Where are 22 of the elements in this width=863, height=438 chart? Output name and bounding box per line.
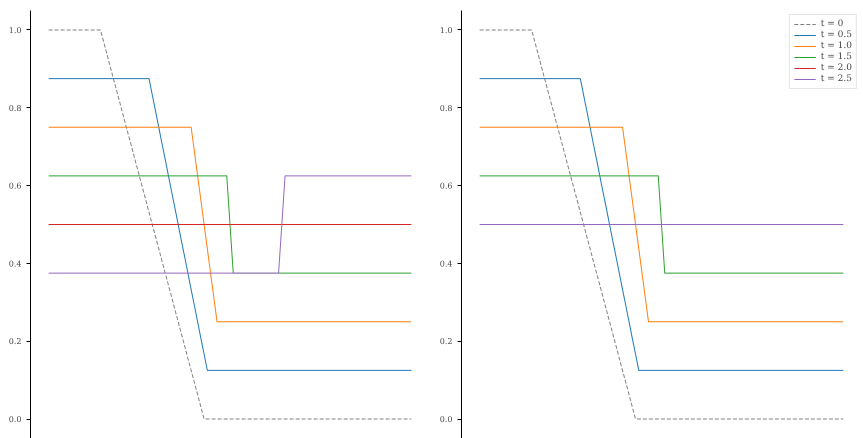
y-tick-label: 0.6 xyxy=(8,182,22,191)
y-tick-label: 1.0 xyxy=(8,26,22,35)
legend-label: t = 1.0 xyxy=(820,41,852,51)
line-series xyxy=(479,126,844,322)
y-tick-label: 0.2 xyxy=(440,337,453,346)
legend-label: t = 2.0 xyxy=(820,63,852,73)
y-tick-label: 0.8 xyxy=(8,104,22,113)
y-tick-label: 0.4 xyxy=(440,259,453,268)
y-tick-label: 0.0 xyxy=(440,415,453,424)
line-series xyxy=(48,29,412,420)
y-tick-label: 0.6 xyxy=(440,182,453,191)
legend-label: t = 1.5 xyxy=(820,52,852,62)
legend-label: t = 0.5 xyxy=(820,30,852,40)
line-series xyxy=(48,126,412,322)
line-series xyxy=(48,78,412,371)
y-tick-label: 1.0 xyxy=(440,26,453,35)
y-tick-label: 0.4 xyxy=(8,259,22,268)
legend-label: t = 0 xyxy=(820,19,844,29)
legend-label: t = 2.5 xyxy=(820,74,852,84)
y-tick-label: 0.0 xyxy=(8,415,22,424)
y-tick-label: 0.2 xyxy=(8,337,22,346)
y-tick-label: 0.8 xyxy=(440,104,453,113)
